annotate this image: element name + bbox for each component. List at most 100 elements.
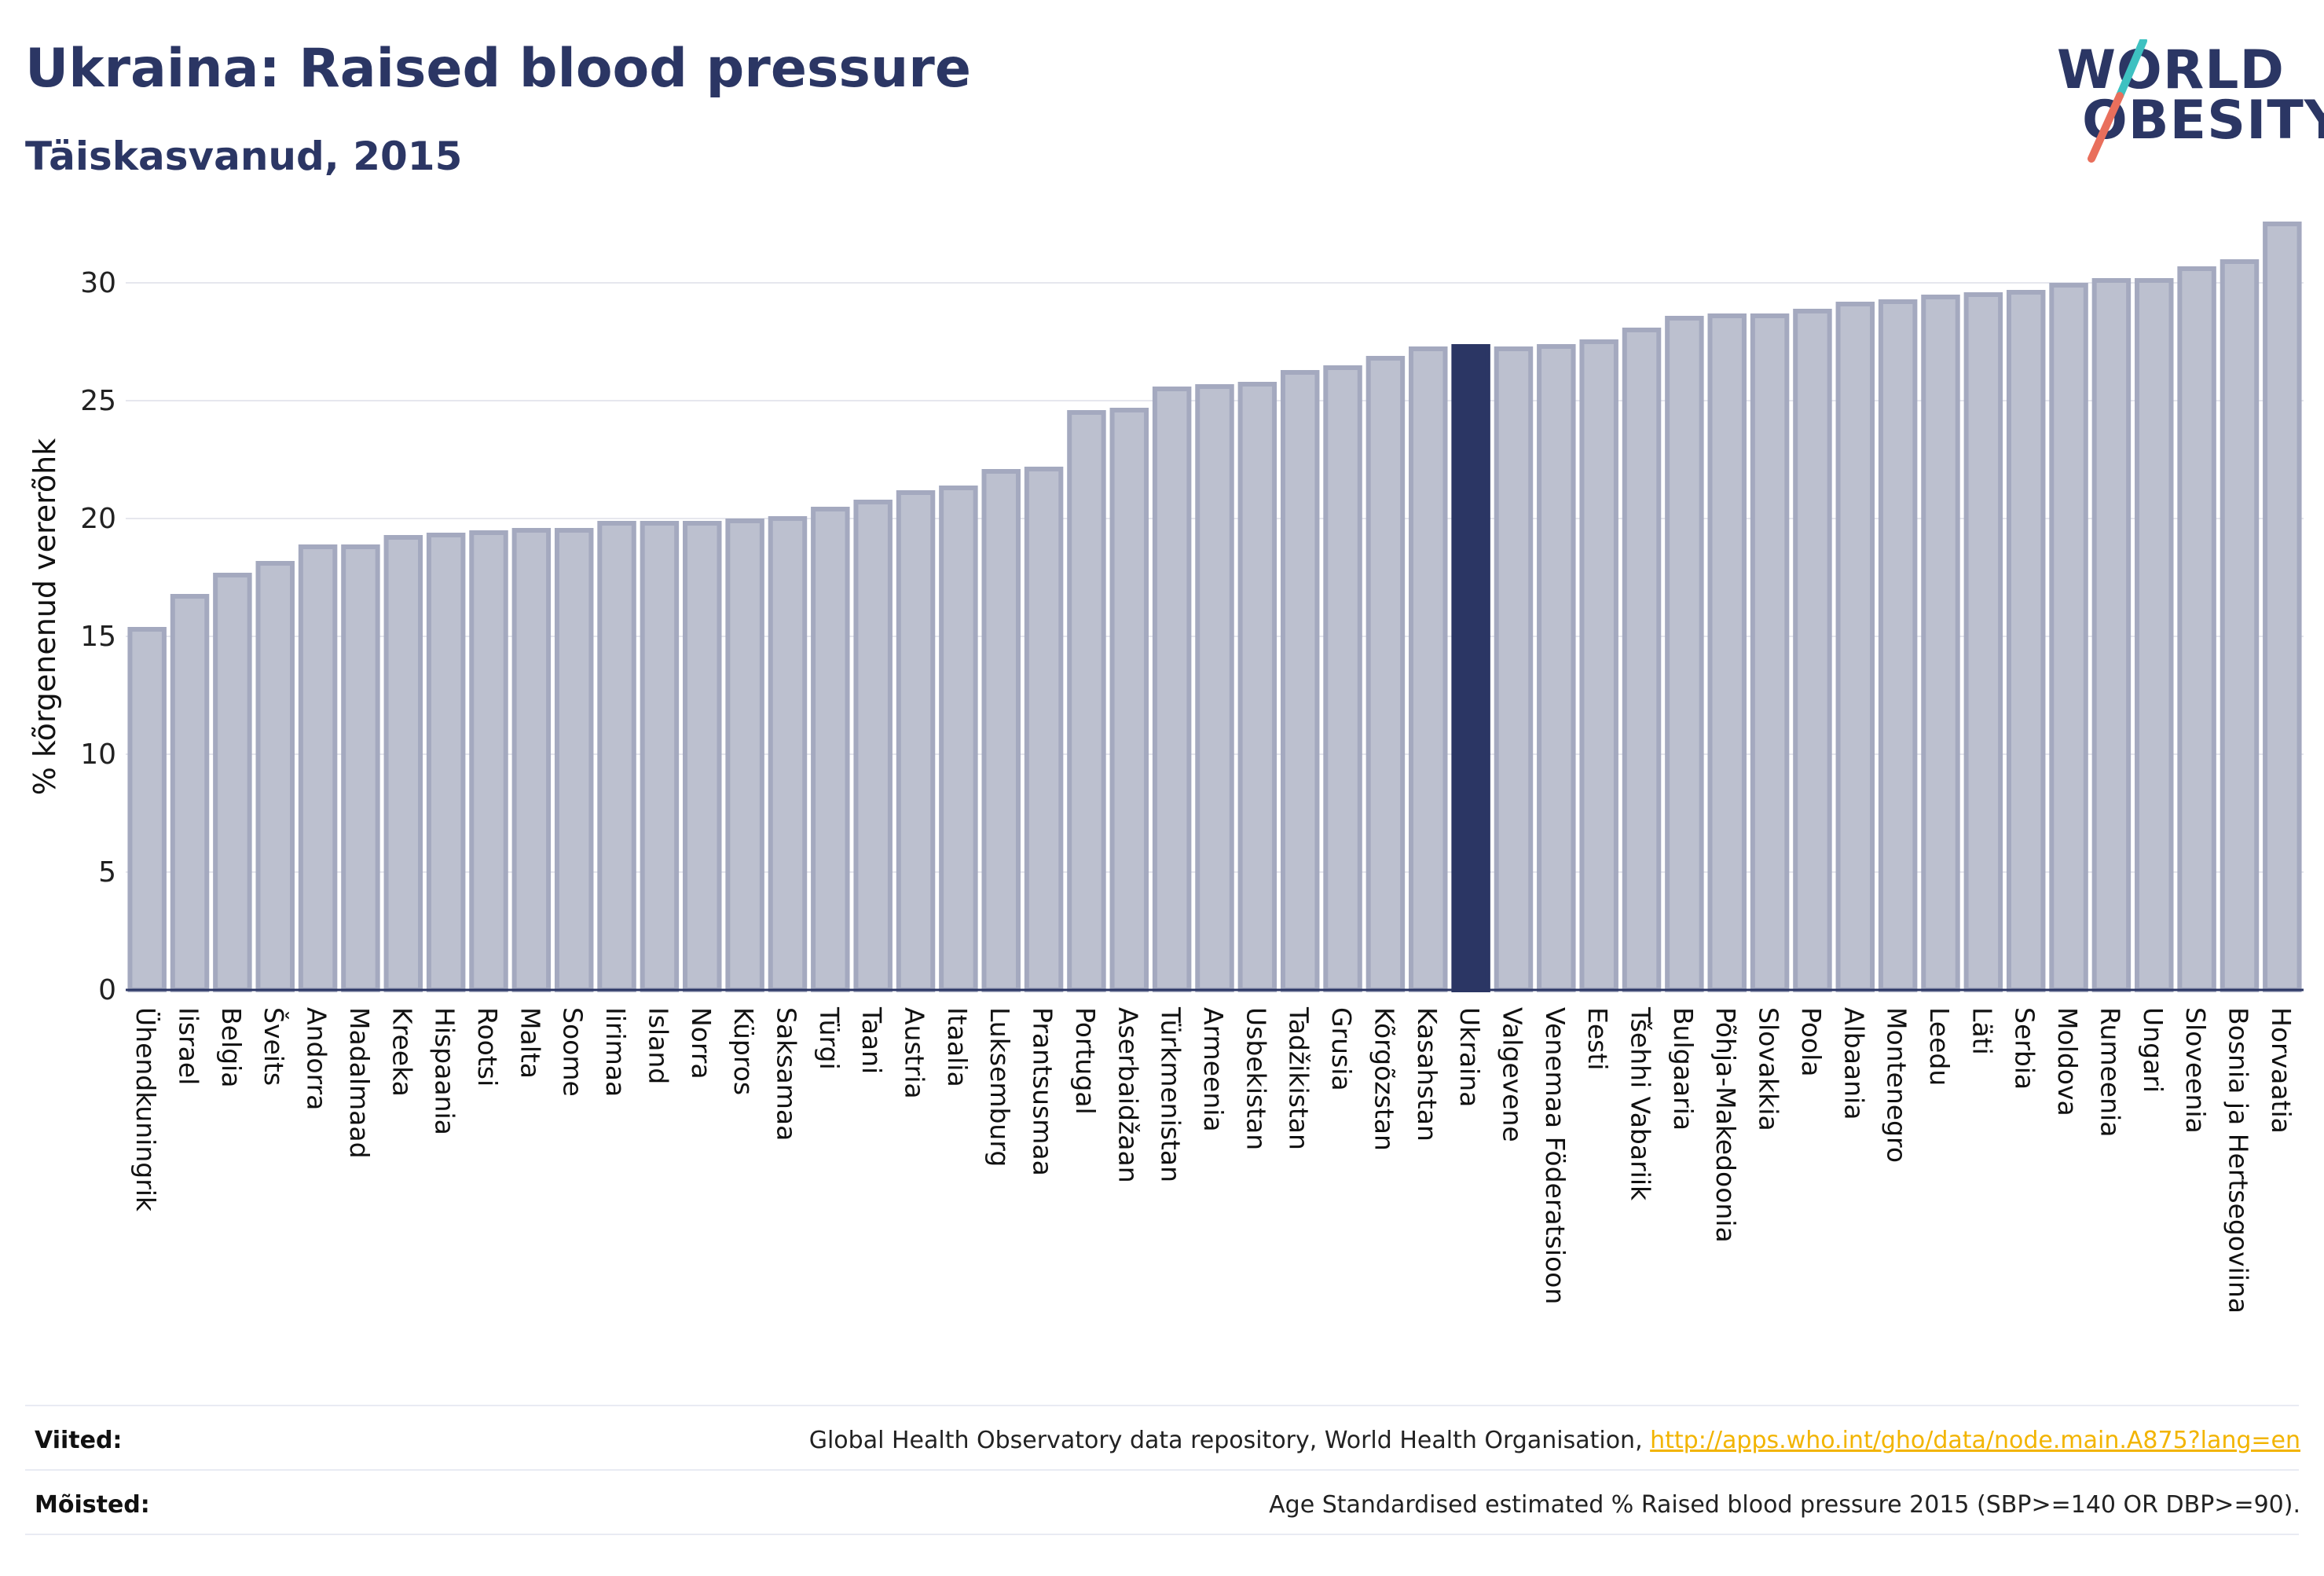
bar — [255, 561, 295, 992]
x-tick-label: Montenegro — [1882, 1007, 1912, 1163]
x-tick-label: Bosnia ja Hertsegoviina — [2223, 1007, 2253, 1314]
x-tick-label: Kreeka — [387, 1007, 417, 1097]
x-tick-label: Norra — [686, 1007, 717, 1079]
y-tick-label: 15 — [80, 621, 116, 653]
bar — [1152, 387, 1192, 992]
bar — [127, 627, 167, 992]
y-tick-label: 10 — [80, 739, 116, 771]
bar — [511, 528, 552, 992]
x-tick-label: Läti — [1967, 1007, 1997, 1055]
x-tick-label: Austria — [900, 1007, 930, 1099]
x-tick-label: Iirimaa — [600, 1007, 631, 1097]
page-title: Ukraina: Raised blood pressure — [25, 38, 971, 100]
bar — [554, 528, 594, 992]
x-tick-label: Kõrgõzstan — [1369, 1007, 1399, 1151]
x-tick-label: Madalmaad — [344, 1007, 375, 1159]
bar — [1365, 356, 1406, 992]
x-tick-label: Taani — [856, 1006, 887, 1074]
x-tick-label: Ukraina — [1454, 1007, 1485, 1107]
bar — [939, 486, 978, 992]
bar — [1280, 370, 1320, 992]
y-tick-label: 20 — [80, 503, 116, 535]
bar — [170, 594, 210, 992]
bar — [1195, 384, 1234, 992]
bar — [683, 521, 722, 992]
logo-text-world: WORLD — [2057, 39, 2285, 101]
bar — [1835, 302, 1875, 992]
x-tick-label: Albaania — [1838, 1007, 1869, 1120]
bar — [981, 469, 1021, 992]
bar — [2091, 278, 2132, 992]
x-tick-label: Bulgaaria — [1668, 1007, 1699, 1131]
bar — [597, 521, 636, 992]
bar — [1921, 295, 1960, 992]
bar — [341, 544, 380, 992]
bar — [1409, 346, 1448, 992]
bar — [2263, 222, 2302, 992]
x-tick-label: Aserbaidžaan — [1113, 1007, 1143, 1183]
x-tick-label: Valgevene — [1497, 1007, 1527, 1142]
bar — [2006, 290, 2046, 992]
x-tick-label: Andorra — [302, 1007, 332, 1110]
bar — [1323, 365, 1362, 992]
x-tick-label: Põhja-Makedoonia — [1710, 1007, 1741, 1243]
x-tick-label: Venemaa Föderatsioon — [1540, 1007, 1571, 1304]
bar — [1237, 382, 1277, 992]
bar — [768, 516, 808, 992]
x-tick-label: Ühendkuningrik — [130, 1007, 162, 1212]
bar — [2135, 278, 2174, 992]
x-tick-label: Küpros — [728, 1007, 759, 1095]
x-tick-label: Grusia — [1326, 1007, 1357, 1091]
y-tick-label: 30 — [80, 267, 116, 299]
x-tick-label: Kasahstan — [1412, 1007, 1442, 1142]
x-tick-label: Ungari — [2138, 1007, 2168, 1093]
bar — [1109, 408, 1149, 992]
bar — [298, 544, 338, 992]
bar — [1579, 339, 1618, 992]
x-tick-label: Rootsi — [472, 1007, 503, 1087]
bar — [426, 533, 466, 992]
footer-divider — [25, 1405, 2299, 1406]
bar — [469, 530, 508, 992]
bar — [1494, 346, 1534, 992]
page-subtitle: Täiskasvanud, 2015 — [25, 134, 463, 179]
x-tick-label: Türkmenistan — [1156, 1006, 1186, 1182]
x-tick-label: Eesti — [1582, 1007, 1613, 1070]
x-tick-label: Belgia — [216, 1007, 247, 1087]
bar — [1750, 313, 1790, 992]
references-link[interactable]: http://apps.who.int/gho/data/node.main.A… — [1650, 1427, 2300, 1454]
x-tick-label: Leedu — [1924, 1007, 1955, 1086]
x-tick-label: Hispaania — [430, 1007, 460, 1135]
x-tick-label: Malta — [515, 1007, 545, 1079]
y-axis-title: % kõrgenenud vererõhk — [27, 438, 62, 796]
bar — [1024, 467, 1064, 992]
bar — [1622, 328, 1662, 992]
logo-slash-icon — [2088, 39, 2147, 163]
x-tick-label: Luksemburg — [984, 1007, 1015, 1167]
y-axis-ticks: 0 5 10 15 20 25 30 — [80, 267, 116, 1006]
bar — [1878, 299, 1918, 992]
x-tick-label: Itaalia — [942, 1007, 973, 1087]
x-tick-label: Armeenia — [1198, 1007, 1229, 1132]
bar — [1707, 313, 1747, 992]
x-tick-label: Usbekistan — [1241, 1007, 1271, 1150]
x-axis-labels: Ühendkuningrik Iisrael Belgia Šveits Andorra… — [130, 1006, 2297, 1314]
x-tick-label: Tšehhi Vabariik — [1626, 1006, 1656, 1201]
bar — [2049, 283, 2088, 992]
x-tick-label: Šveits — [258, 1007, 290, 1086]
bar — [1067, 410, 1106, 992]
x-tick-label: Tadžikistan — [1284, 1006, 1314, 1150]
bar — [1793, 309, 1832, 992]
definitions-text: Age Standardised estimated % Raised bloo… — [1269, 1491, 2300, 1519]
bar — [213, 573, 252, 992]
references-label: Viited: — [35, 1427, 123, 1454]
bar — [853, 500, 893, 992]
bar — [1963, 292, 2003, 992]
chart-bars — [127, 222, 2302, 992]
world-obesity-logo: WORLD OBESITY — [2051, 39, 2324, 165]
x-tick-label: Prantsusmaa — [1028, 1007, 1058, 1176]
footer-divider — [25, 1469, 2299, 1471]
logo-text-obesity: OBESITY — [2082, 90, 2324, 152]
x-tick-label: Island — [643, 1007, 673, 1084]
x-tick-label: Horvaatia — [2266, 1007, 2297, 1134]
